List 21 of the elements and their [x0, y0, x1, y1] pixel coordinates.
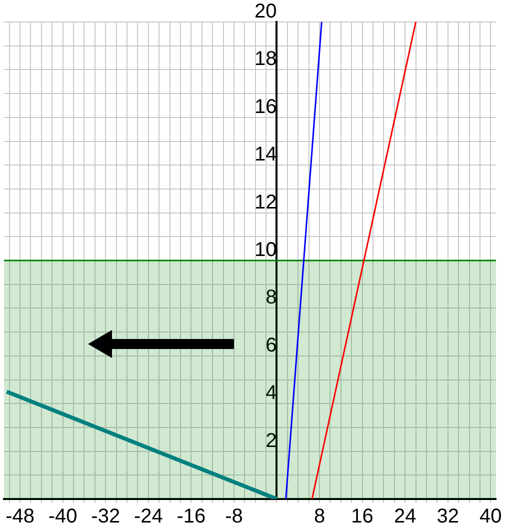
x-tick-label: 24	[394, 506, 416, 528]
x-tick-label: 32	[436, 506, 459, 528]
y-tick-label: 12	[254, 191, 277, 214]
y-tick-label: 4	[266, 382, 277, 404]
x-tick-label: -48	[6, 506, 34, 528]
x-tick-label: 40	[480, 506, 502, 528]
y-tick-label: 6	[266, 334, 277, 356]
x-tick-label: 16	[351, 506, 374, 528]
y-tick-label: 10	[254, 239, 277, 262]
x-tick-label: -16	[176, 506, 206, 528]
x-tick-label: 8	[314, 506, 326, 528]
y-tick-label: 14	[254, 144, 277, 166]
x-tick-label: -32	[91, 506, 120, 528]
x-tick-label: -40	[48, 506, 78, 528]
y-tick-label: 2	[266, 430, 277, 452]
x-tick-label: -8	[225, 506, 243, 528]
y-tick-label: 18	[254, 48, 277, 70]
y-tick-label: 16	[254, 96, 277, 118]
y-tick-label: 20	[254, 0, 277, 23]
y-tick-label: 8	[266, 286, 277, 309]
x-tick-label: -24	[134, 506, 163, 528]
